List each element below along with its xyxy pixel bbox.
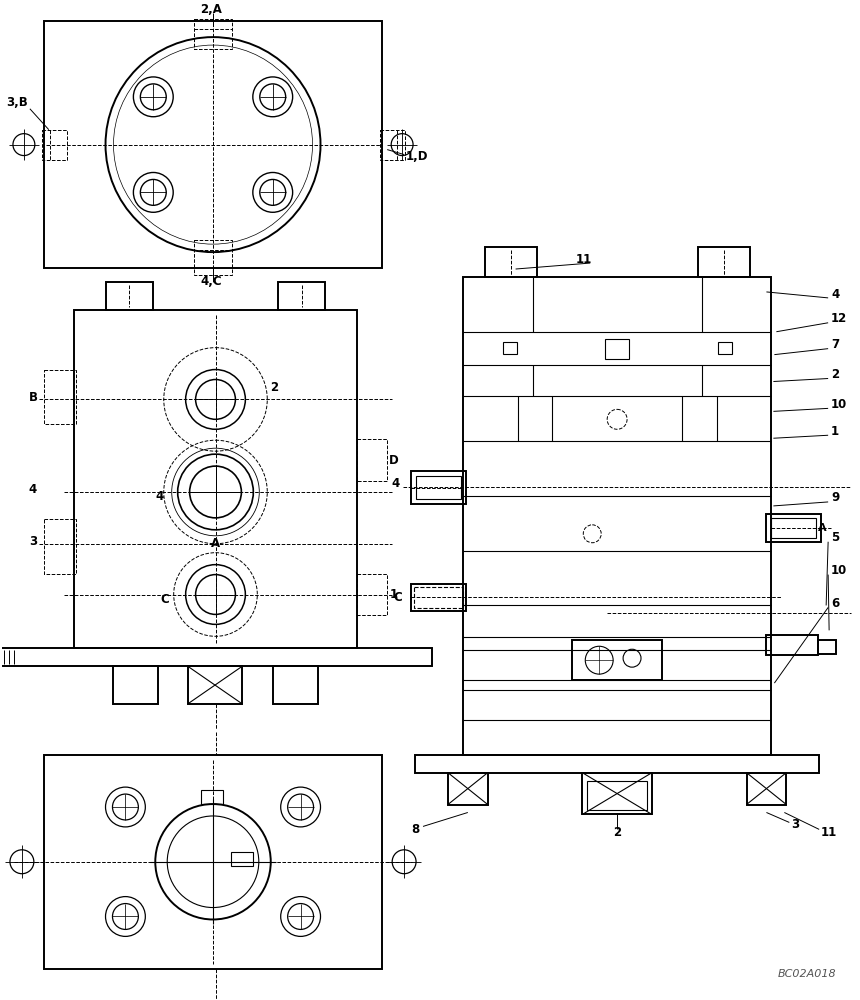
Bar [818,640,836,654]
Bar [194,19,232,49]
Bar [380,130,405,160]
Bar [582,773,652,814]
Text: A: A [211,537,219,550]
Bar [187,666,243,704]
Text: 4,C: 4,C [200,275,222,288]
Bar [44,519,76,574]
Text: BC02A018: BC02A018 [777,969,836,979]
Bar [414,587,463,608]
Text: 1,D: 1,D [406,150,428,163]
Text: A: A [818,523,826,533]
Text: 12: 12 [831,312,847,325]
Bar [416,476,461,499]
Bar [587,781,647,810]
Bar [42,130,67,160]
Text: 10: 10 [831,398,847,411]
Bar [201,790,223,804]
Text: 3,B: 3,B [6,96,28,109]
Text: B: B [29,391,38,404]
Text: 3: 3 [791,818,800,831]
Text: C: C [393,591,402,604]
Bar [415,755,820,773]
Bar [358,574,387,615]
Text: 5: 5 [831,531,839,544]
Text: D: D [390,454,399,467]
Bar [44,755,382,969]
Bar [766,514,821,542]
Bar [106,282,153,310]
Text: 1: 1 [831,425,839,438]
Bar [411,471,466,504]
Bar [411,584,466,611]
Text: 1: 1 [390,588,397,601]
Text: 4: 4 [831,288,839,301]
Text: 7: 7 [831,338,839,351]
Bar [278,282,325,310]
Bar [358,439,387,481]
Bar [44,370,76,424]
Text: 4: 4 [29,483,37,496]
Text: 10: 10 [831,564,847,577]
Text: C: C [161,593,169,606]
Bar [231,852,253,866]
Bar [771,518,816,538]
Bar [463,277,771,755]
Bar [746,773,786,805]
Bar [44,21,382,268]
Bar [194,240,232,275]
Bar [717,342,732,354]
Bar [605,339,629,359]
Bar [502,342,517,354]
Text: 11: 11 [575,253,592,266]
Text: 2: 2 [270,381,279,394]
Text: 2: 2 [613,826,621,839]
Text: 4: 4 [156,490,164,503]
Bar [485,247,537,277]
Text: 2,A: 2,A [200,3,222,16]
Text: 6: 6 [831,597,839,610]
Bar [448,773,488,805]
Bar [697,247,750,277]
Bar [766,635,818,655]
Text: 2: 2 [831,368,839,381]
Text: 9: 9 [831,491,839,504]
Text: 8: 8 [411,823,420,836]
Text: 11: 11 [821,826,838,839]
Bar [273,666,317,704]
Bar [74,310,358,648]
Bar [573,640,662,680]
Bar [114,666,158,704]
Bar [0,648,432,666]
Text: 3: 3 [29,535,37,548]
Text: 4: 4 [391,477,399,490]
